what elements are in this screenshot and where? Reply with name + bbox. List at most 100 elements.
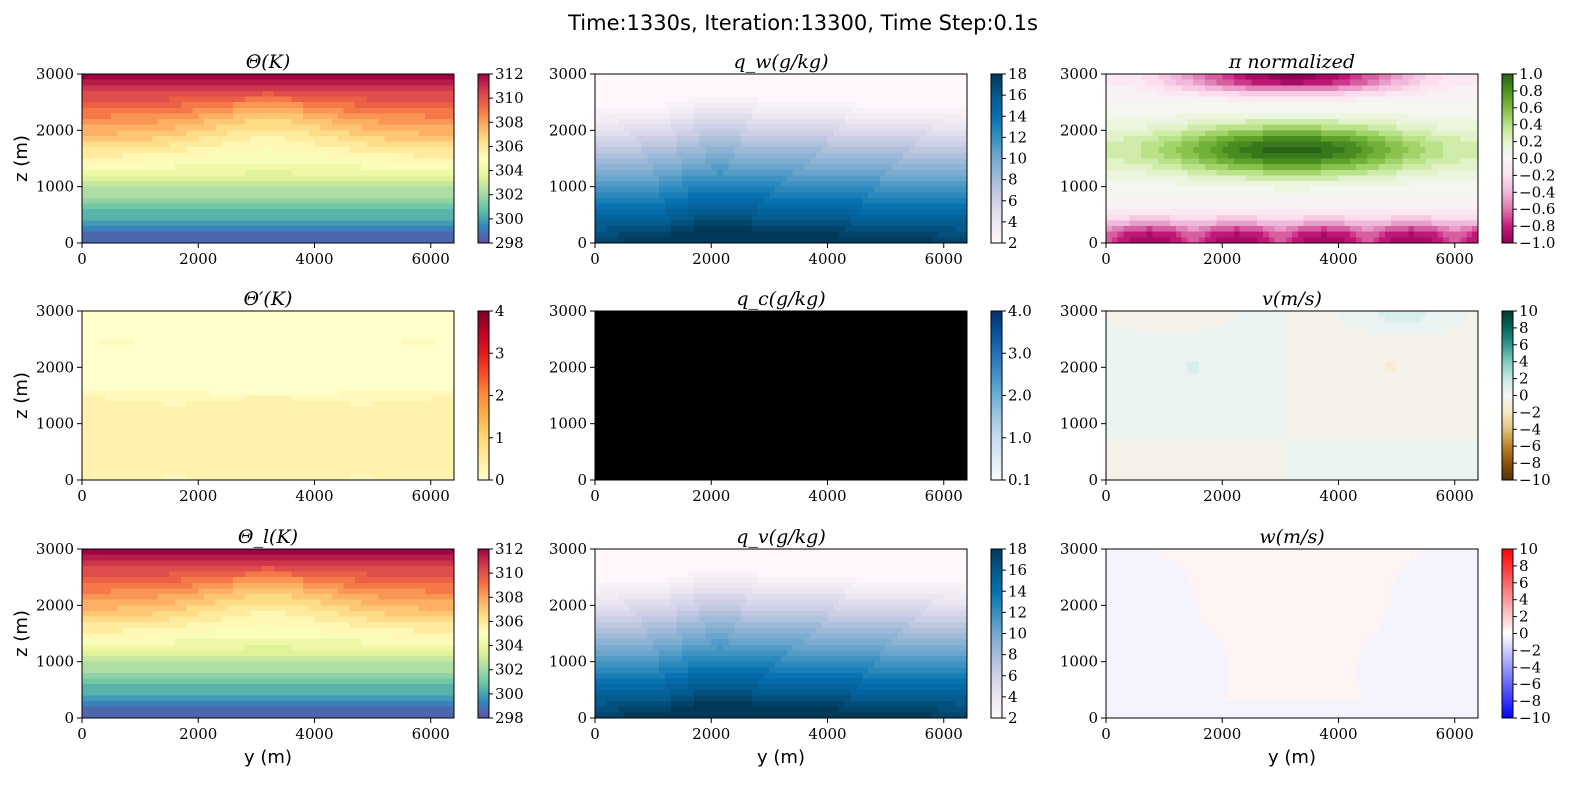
heatmap-cell xyxy=(87,130,95,137)
heatmap-cell xyxy=(879,119,887,126)
heatmap-cell xyxy=(122,113,130,120)
heatmap-cell xyxy=(122,124,130,131)
heatmap-cell xyxy=(751,135,759,143)
heatmap-cell xyxy=(624,169,631,176)
heatmap-cell xyxy=(1460,107,1467,115)
heatmap-cell xyxy=(1355,85,1363,92)
heatmap-cell xyxy=(1367,158,1374,165)
heatmap-cell xyxy=(180,79,188,86)
heatmap-cell xyxy=(850,113,858,120)
heatmap-cell xyxy=(308,74,316,81)
heatmap-cell xyxy=(1385,158,1392,165)
heatmap-cell xyxy=(1193,135,1200,143)
heatmap-cell xyxy=(606,152,614,160)
heatmap-cell xyxy=(250,113,257,120)
heatmap-cell xyxy=(815,181,823,188)
heatmap-cell xyxy=(326,214,333,222)
heatmap-cell xyxy=(914,85,922,92)
heatmap-cell xyxy=(413,74,420,81)
heatmap-cell xyxy=(670,214,677,222)
heatmap-cell xyxy=(775,119,782,126)
heatmap-cell xyxy=(145,192,153,199)
heatmap-cell xyxy=(297,113,304,120)
heatmap-cell xyxy=(798,231,805,238)
heatmap-cell xyxy=(1472,130,1479,137)
heatmap-cell xyxy=(134,135,141,143)
heatmap-cell xyxy=(862,181,869,188)
heatmap-cell xyxy=(705,203,712,210)
heatmap-cell xyxy=(1228,102,1235,109)
heatmap-cell xyxy=(273,192,281,199)
heatmap-cell xyxy=(624,85,631,92)
heatmap-cell xyxy=(372,102,380,109)
heatmap-cell xyxy=(105,220,112,227)
heatmap-cell xyxy=(961,102,968,109)
heatmap-cell xyxy=(87,186,95,193)
heatmap-cell xyxy=(180,152,188,160)
heatmap-cell xyxy=(641,197,648,205)
heatmap-cell xyxy=(204,135,211,143)
heatmap-cell xyxy=(209,130,217,137)
heatmap-cell xyxy=(221,231,228,238)
heatmap-cell xyxy=(914,124,922,131)
heatmap-cell xyxy=(256,141,263,148)
heatmap-cell xyxy=(1106,113,1113,120)
heatmap-cell xyxy=(279,107,287,115)
heatmap-cell xyxy=(879,152,887,160)
heatmap-cell xyxy=(618,220,625,227)
heatmap-cell xyxy=(1448,102,1456,109)
heatmap-cell xyxy=(244,130,252,137)
heatmap-cell xyxy=(874,107,881,115)
heatmap-cell xyxy=(606,119,614,126)
heatmap-cell xyxy=(786,237,794,244)
heatmap-cell xyxy=(647,214,654,222)
heatmap-cell xyxy=(839,79,846,86)
heatmap-cell xyxy=(612,237,619,244)
heatmap-cell xyxy=(658,107,666,115)
heatmap-cell xyxy=(419,158,426,165)
heatmap-cell xyxy=(361,79,368,86)
heatmap-cell xyxy=(1350,135,1357,143)
heatmap-cell xyxy=(413,130,420,137)
heatmap-cell xyxy=(122,130,130,137)
heatmap-cell xyxy=(1338,158,1345,165)
heatmap-cell xyxy=(297,164,304,171)
heatmap-cell xyxy=(1216,147,1223,154)
heatmap-cell xyxy=(1437,102,1444,109)
heatmap-cell xyxy=(1385,96,1392,103)
heatmap-cell xyxy=(227,181,234,188)
heatmap-cell xyxy=(810,102,817,109)
heatmap-cell xyxy=(122,85,130,92)
heatmap-cell xyxy=(407,107,414,115)
heatmap-cell xyxy=(937,181,945,188)
heatmap-cell xyxy=(302,119,310,126)
heatmap-cell xyxy=(751,96,759,103)
heatmap-cell xyxy=(250,169,257,176)
heatmap-cell xyxy=(1204,158,1212,165)
heatmap-cell xyxy=(256,175,263,182)
heatmap-cell xyxy=(1286,124,1293,131)
heatmap-cell xyxy=(1431,107,1438,115)
heatmap-cell xyxy=(1257,96,1264,103)
heatmap-cell xyxy=(192,90,199,98)
heatmap-cell xyxy=(221,102,228,109)
heatmap-cell xyxy=(839,181,846,188)
heatmap-cell xyxy=(595,130,602,137)
heatmap-cell xyxy=(606,130,614,137)
heatmap-cell xyxy=(145,119,153,126)
heatmap-cell xyxy=(442,220,449,227)
heatmap-cell xyxy=(746,141,753,148)
heatmap-cell xyxy=(1111,130,1119,137)
heatmap-cell xyxy=(448,74,455,81)
heatmap-cell xyxy=(262,96,269,103)
heatmap-cell xyxy=(401,79,409,86)
heatmap-cell xyxy=(1111,74,1119,81)
heatmap-cell xyxy=(343,186,350,193)
heatmap-cell xyxy=(629,237,637,244)
heatmap-cell xyxy=(885,226,893,233)
heatmap-cell xyxy=(93,141,101,148)
heatmap-cell xyxy=(111,74,118,81)
heatmap-cell xyxy=(1175,158,1183,165)
heatmap-cell xyxy=(1199,102,1206,109)
heatmap-cell xyxy=(419,113,426,120)
